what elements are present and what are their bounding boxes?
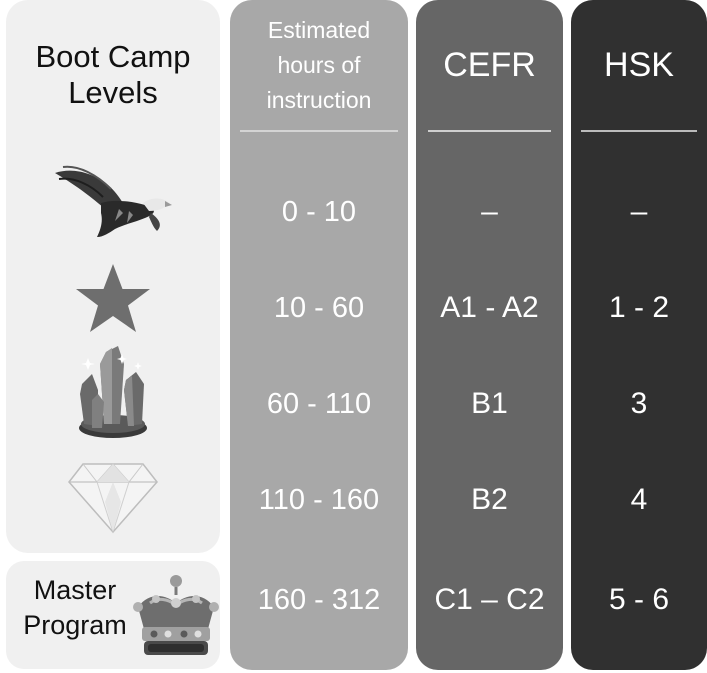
hours-cell: 110 - 160 — [258, 483, 380, 516]
cefr-cell: A1 - A2 — [440, 291, 539, 324]
cefr-divider — [428, 130, 551, 132]
master-program-label: Master Program — [16, 573, 134, 643]
cefr-header: CEFR — [443, 45, 536, 84]
master-line1: Master — [33, 575, 117, 605]
hsk-cell: 1 - 2 — [608, 291, 670, 324]
cefr-cell: C1 – C2 — [434, 583, 545, 616]
cefr-cell: B2 — [471, 483, 508, 516]
hours-header-line1: Estimated — [267, 16, 371, 43]
hours-header: Estimated hours of instruction — [230, 0, 408, 130]
diamond-icon — [68, 463, 158, 534]
levels-header-line2: Levels — [68, 75, 158, 110]
star-icon — [76, 264, 150, 332]
hsk-header: HSK — [604, 45, 674, 84]
levels-header-line1: Boot Camp — [35, 39, 191, 74]
hours-cell: 160 - 312 — [257, 583, 381, 616]
hours-header-line3: instruction — [266, 86, 372, 113]
hsk-divider — [581, 130, 697, 132]
hours-divider — [240, 130, 398, 132]
crystal-icon — [79, 346, 147, 438]
hsk-cell: 5 - 6 — [608, 583, 670, 616]
levels-header: Boot Camp Levels — [6, 0, 220, 150]
cefr-column: CEFR – A1 - A2 B1 B2 C1 – C2 — [416, 0, 563, 670]
eagle-icon — [55, 165, 172, 237]
master-line2: Program — [23, 610, 127, 640]
crown-icon — [133, 575, 219, 655]
master-program-cell: Master Program — [6, 561, 220, 669]
cefr-cell: – — [481, 195, 498, 228]
hours-cell: 0 - 10 — [281, 195, 357, 228]
hours-column: Estimated hours of instruction 0 - 10 10… — [230, 0, 408, 670]
cefr-cell: B1 — [471, 387, 508, 420]
hsk-cell: 3 — [630, 387, 648, 420]
hours-cell: 10 - 60 — [273, 291, 365, 324]
hours-cell: 60 - 110 — [266, 387, 372, 420]
hsk-cell: – — [630, 195, 648, 228]
levels-column: Boot Camp Levels — [6, 0, 220, 553]
hsk-cell: 4 — [630, 483, 648, 516]
hours-header-line2: hours of — [277, 51, 361, 78]
hsk-column: HSK – 1 - 2 3 4 5 - 6 — [571, 0, 707, 670]
